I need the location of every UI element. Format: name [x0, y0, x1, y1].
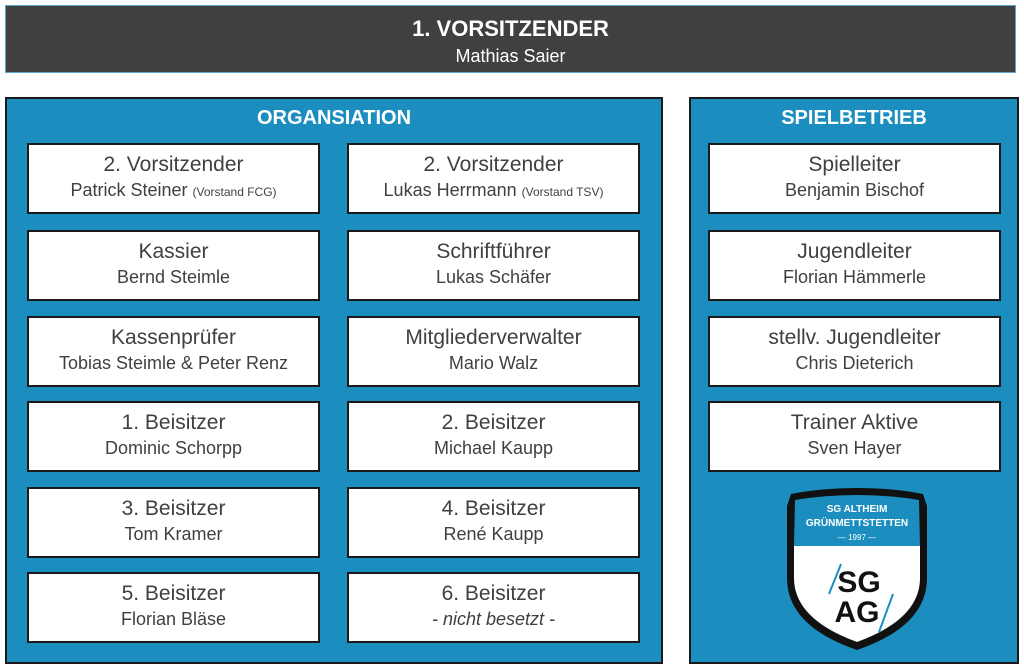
role-holder: Lukas Herrmann (Vorstand TSV)	[349, 180, 638, 201]
role-title: 1. Beisitzer	[121, 411, 226, 434]
spielbetrieb-role-box: stellv. Jugendleiter Chris Dieterich	[708, 316, 1001, 387]
role-holder: Sven Hayer	[710, 438, 999, 459]
role-holder: - nicht besetzt -	[349, 609, 638, 630]
organisation-role-box: Kassier Bernd Steimle	[27, 230, 320, 301]
organisation-title: ORGANSIATION	[256, 107, 412, 129]
organisation-role-box: Mitgliederverwalter Mario Walz	[347, 316, 640, 387]
person-name: Bernd Steimle	[116, 267, 231, 287]
role-title: 4. Beisitzer	[441, 497, 546, 520]
role-holder: Michael Kaupp	[349, 438, 638, 459]
organisation-role-box: 3. Beisitzer Tom Kramer	[27, 487, 320, 558]
svg-text:SG ALTHEIM: SG ALTHEIM	[827, 504, 888, 515]
svg-text:GRÜNMETTSTETTEN: GRÜNMETTSTETTEN	[806, 516, 908, 529]
role-holder: Lukas Schäfer	[349, 267, 638, 288]
role-holder: René Kaupp	[349, 524, 638, 545]
person-name: Tobias Steimle & Peter Renz	[58, 353, 289, 373]
organisation-role-box: 2. Beisitzer Michael Kaupp	[347, 401, 640, 472]
organisation-role-box: 2. Vorsitzender Patrick Steiner (Vorstand…	[27, 143, 320, 214]
spielbetrieb-role-box: Trainer Aktive Sven Hayer	[708, 401, 1001, 472]
svg-text:— 1997 —: — 1997 —	[838, 533, 876, 542]
person-name: Florian Hämmerle	[782, 267, 927, 287]
role-title: stellv. Jugendleiter	[768, 326, 941, 349]
person-name: Dominic Schorpp	[104, 438, 243, 458]
role-title: Kassenprüfer	[111, 326, 236, 349]
role-holder: Bernd Steimle	[29, 267, 318, 288]
person-name: René Kaupp	[443, 524, 544, 544]
organisation-role-box: Schriftführer Lukas Schäfer	[347, 230, 640, 301]
person-name: Sven Hayer	[807, 438, 902, 458]
role-title: Mitgliederverwalter	[405, 326, 582, 349]
role-holder: Florian Bläse	[29, 609, 318, 630]
person-note: (Vorstand TSV)	[521, 185, 604, 199]
role-title: Jugendleiter	[797, 240, 912, 263]
person-name: Michael Kaupp	[433, 438, 554, 458]
role-holder: Patrick Steiner (Vorstand FCG)	[29, 180, 318, 201]
chairman-name: Mathias Saier	[455, 46, 566, 66]
role-title: 3. Beisitzer	[121, 497, 226, 520]
role-holder: Chris Dieterich	[710, 353, 999, 374]
person-name: - nicht besetzt -	[431, 609, 556, 629]
chairman-title: 1. VORSITZENDER	[412, 16, 609, 41]
svg-text:AG: AG	[835, 596, 880, 629]
organisation-role-box: 5. Beisitzer Florian Bläse	[27, 572, 320, 643]
role-holder: Florian Hämmerle	[710, 267, 999, 288]
role-title: 5. Beisitzer	[121, 582, 226, 605]
organisation-role-box: 4. Beisitzer René Kaupp	[347, 487, 640, 558]
organisation-role-box: 1. Beisitzer Dominic Schorpp	[27, 401, 320, 472]
person-name: Benjamin Bischof	[784, 180, 925, 200]
spielbetrieb-role-box: Spielleiter Benjamin Bischof	[708, 143, 1001, 214]
person-name: Chris Dieterich	[795, 353, 914, 373]
chairman-header: 1. VORSITZENDER Mathias Saier	[5, 5, 1016, 73]
spielbetrieb-role-box: Jugendleiter Florian Hämmerle	[708, 230, 1001, 301]
role-title: Trainer Aktive	[790, 411, 919, 434]
role-title: 6. Beisitzer	[441, 582, 546, 605]
organisation-role-box: 6. Beisitzer - nicht besetzt -	[347, 572, 640, 643]
role-title: 2. Beisitzer	[441, 411, 546, 434]
person-name: Tom Kramer	[124, 524, 223, 544]
person-name: Florian Bläse	[120, 609, 227, 629]
person-name: Lukas Herrmann	[383, 180, 517, 200]
role-holder: Tom Kramer	[29, 524, 318, 545]
role-holder: Benjamin Bischof	[710, 180, 999, 201]
organisation-role-box: 2. Vorsitzender Lukas Herrmann (Vorstand …	[347, 143, 640, 214]
person-name: Lukas Schäfer	[435, 267, 552, 287]
role-title: Schriftführer	[436, 240, 551, 263]
role-holder: Tobias Steimle & Peter Renz	[29, 353, 318, 374]
person-name: Patrick Steiner	[70, 180, 188, 200]
club-logo: SG ALTHEIM GRÜNMETTSTETTEN — 1997 — SG A…	[787, 488, 927, 650]
role-title: 2. Vorsitzender	[103, 153, 244, 176]
organisation-role-box: Kassenprüfer Tobias Steimle & Peter Renz	[27, 316, 320, 387]
role-title: Kassier	[138, 240, 209, 263]
person-note: (Vorstand FCG)	[192, 185, 277, 199]
svg-text:SG: SG	[837, 566, 880, 599]
role-title: 2. Vorsitzender	[423, 153, 564, 176]
person-name: Mario Walz	[448, 353, 539, 373]
spielbetrieb-title: SPIELBETRIEB	[781, 107, 927, 129]
role-holder: Dominic Schorpp	[29, 438, 318, 459]
role-holder: Mario Walz	[349, 353, 638, 374]
role-title: Spielleiter	[808, 153, 901, 176]
